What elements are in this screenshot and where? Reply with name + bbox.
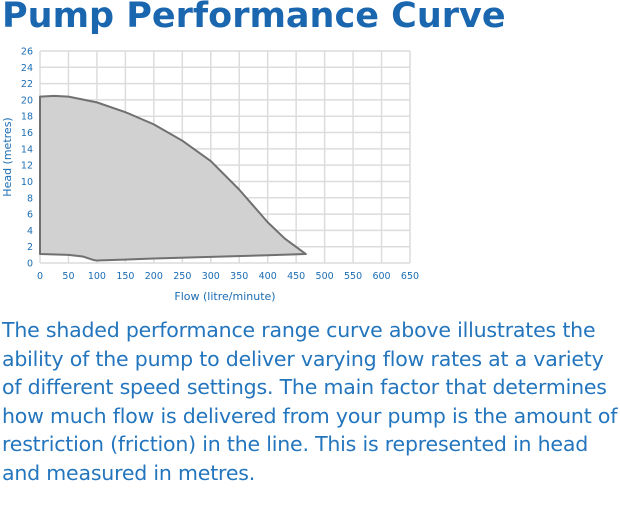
x-tick-label: 450 — [287, 271, 305, 282]
x-tick-label: 500 — [316, 271, 334, 282]
y-tick-label: 4 — [27, 226, 33, 237]
x-tick-label: 300 — [202, 271, 220, 282]
x-axis-label: Flow (litre/minute) — [174, 290, 275, 303]
page-title: Pump Performance Curve — [2, 0, 506, 36]
y-tick-label: 20 — [21, 95, 33, 106]
performance-range-area — [39, 94, 307, 262]
description-text: The shaded performance range curve above… — [2, 318, 618, 485]
y-tick-label: 18 — [21, 112, 33, 123]
x-tick-label: 0 — [37, 271, 43, 282]
y-tick-label: 14 — [21, 144, 33, 155]
x-tick-label: 100 — [88, 271, 106, 282]
x-tick-label: 50 — [62, 271, 74, 282]
x-tick-label: 250 — [173, 271, 191, 282]
x-tick-label: 200 — [145, 271, 163, 282]
y-tick-label: 26 — [21, 47, 33, 58]
x-tick-label: 150 — [116, 271, 134, 282]
y-tick-label: 16 — [21, 128, 33, 139]
y-tick-label: 22 — [21, 79, 33, 90]
y-tick-label: 6 — [27, 210, 33, 221]
x-tick-label: 600 — [372, 271, 390, 282]
y-tick-label: 24 — [21, 63, 33, 74]
y-tick-label: 10 — [21, 177, 33, 188]
x-tick-label: 350 — [230, 271, 248, 282]
y-tick-label: 12 — [21, 161, 33, 172]
y-tick-label: 2 — [27, 242, 33, 253]
x-tick-label: 400 — [259, 271, 277, 282]
pump-performance-chart: 0 50 100 150 200 250 300 350 400 450 500 550 600 650 0… — [1, 47, 419, 304]
x-tick-label: 550 — [344, 271, 362, 282]
y-tick-label: 0 — [27, 259, 33, 270]
y-tick-label: 8 — [27, 193, 33, 204]
y-axis-label: Head (metres) — [1, 117, 14, 196]
x-tick-label: 650 — [401, 271, 419, 282]
